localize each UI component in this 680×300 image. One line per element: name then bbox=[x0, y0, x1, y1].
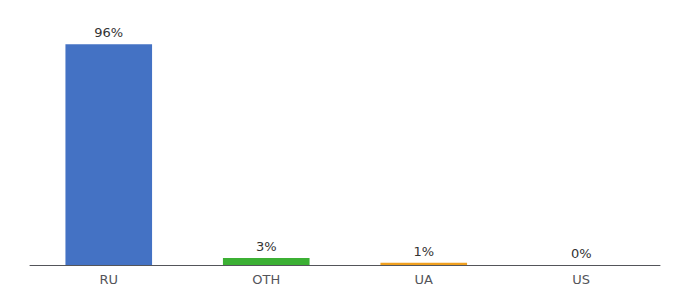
svg-text:RU: RU bbox=[99, 272, 118, 287]
svg-text:1%: 1% bbox=[413, 244, 434, 259]
svg-text:3%: 3% bbox=[256, 239, 277, 254]
svg-text:0%: 0% bbox=[571, 246, 592, 261]
svg-text:UA: UA bbox=[415, 272, 434, 287]
svg-text:OTH: OTH bbox=[252, 272, 280, 287]
svg-text:US: US bbox=[572, 272, 590, 287]
svg-text:96%: 96% bbox=[94, 25, 123, 40]
